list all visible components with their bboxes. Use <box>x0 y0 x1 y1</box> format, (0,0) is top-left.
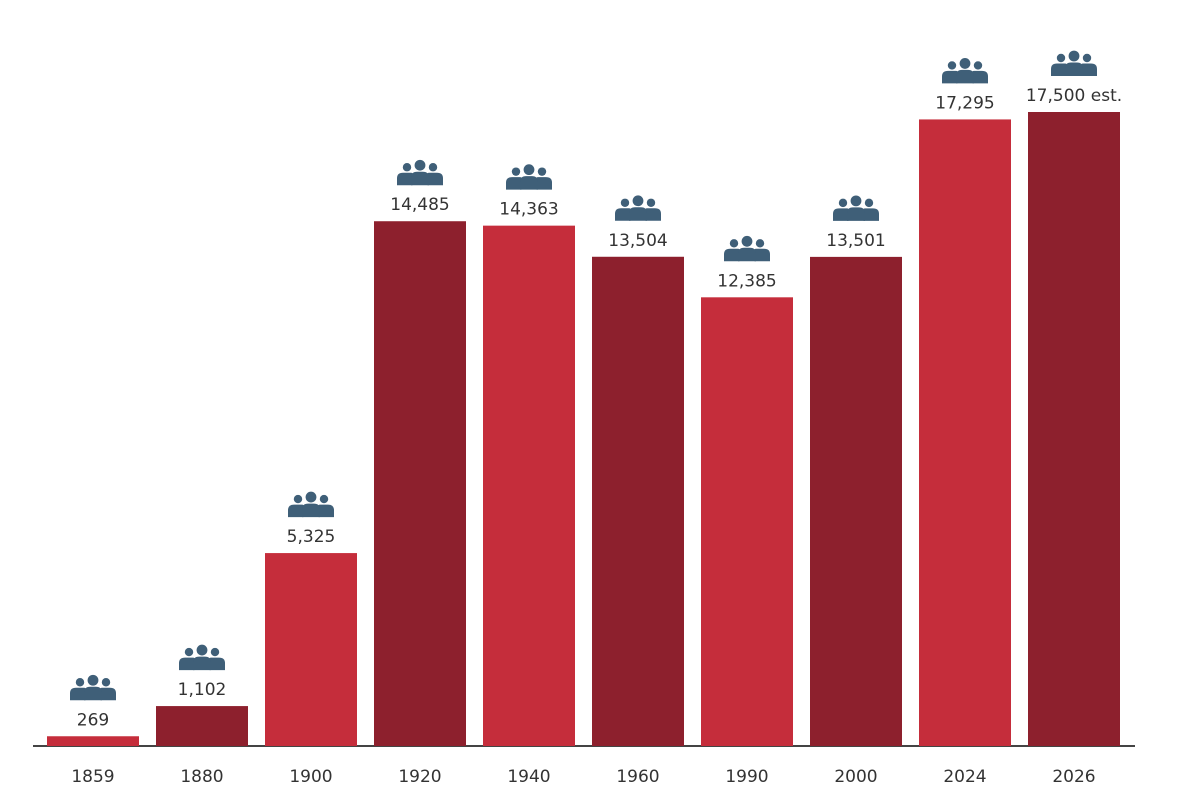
bar-1880 <box>156 706 248 746</box>
people-group-icon <box>397 159 443 186</box>
people-group-icon <box>724 235 770 262</box>
data-label: 12,385 <box>717 271 776 291</box>
x-tick-label: 1859 <box>71 767 114 787</box>
bar-2000 <box>810 256 902 746</box>
bars-layer <box>47 112 1120 747</box>
x-tick-label: 1920 <box>398 767 441 787</box>
x-tick-label: 1880 <box>180 767 223 787</box>
people-group-icon <box>615 195 661 221</box>
data-labels-layer: 269 1,102 5,325 14,485 14,363 13,504 12,385 13,… <box>77 86 1122 730</box>
x-tick-label: 1940 <box>507 767 550 787</box>
x-tick-label: 1960 <box>616 767 659 787</box>
data-label: 14,363 <box>499 200 558 220</box>
data-label: 17,295 <box>935 93 994 113</box>
bar-1900 <box>265 553 357 746</box>
x-tick-label: 2026 <box>1052 767 1095 787</box>
people-group-icon <box>506 164 552 190</box>
people-group-icon <box>288 491 334 518</box>
x-tick-label: 1900 <box>289 767 332 787</box>
bar-1960 <box>592 256 684 746</box>
data-label: 269 <box>77 710 109 730</box>
data-label: 14,485 <box>390 195 449 215</box>
data-label: 17,500 est. <box>1026 86 1122 106</box>
people-group-icon <box>942 58 988 84</box>
bar-1920 <box>374 221 466 747</box>
people-group-icon <box>833 195 879 221</box>
data-label: 13,501 <box>826 231 885 251</box>
data-label: 5,325 <box>287 527 336 547</box>
people-group-icon <box>179 644 225 671</box>
data-label: 13,504 <box>608 231 667 251</box>
bar-2026 <box>1028 112 1120 746</box>
data-label: 1,102 <box>178 680 227 700</box>
x-tick-label: 1990 <box>725 767 768 787</box>
icons-layer <box>70 50 1097 701</box>
x-tick-labels-layer: 1859 1880 1900 1920 1940 1960 1990 2000 2024 2026 <box>71 767 1095 787</box>
bar-1990 <box>701 297 793 746</box>
people-group-icon <box>70 674 116 701</box>
people-group-icon <box>1051 50 1097 76</box>
bar-2024 <box>919 119 1011 746</box>
bar-1940 <box>483 225 575 746</box>
x-tick-label: 2024 <box>943 767 986 787</box>
x-tick-label: 2000 <box>834 767 877 787</box>
bar-1859 <box>47 736 139 746</box>
